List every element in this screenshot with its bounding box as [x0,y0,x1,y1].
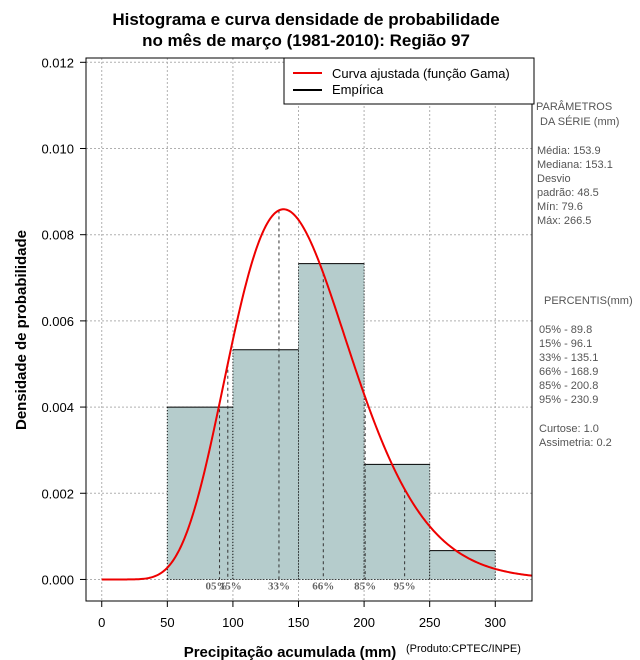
y-tick-label: 0.002 [41,486,74,501]
percentil-15: 15% - 96.1 [539,338,592,350]
x-tick-label: 300 [484,615,506,630]
percentil-85: 85% - 200.8 [539,380,598,392]
x-tick-label: 0 [98,615,105,630]
y-tick-label: 0.010 [41,142,74,157]
legend: Curva ajustada (função Gama) Empírica [283,57,535,105]
legend-box [283,57,535,105]
percentil-05: 05% - 89.8 [539,324,592,336]
credit-text: (Produto:CPTEC/INPE) [406,643,521,655]
y-axis: 0.000 0.002 0.004 0.006 0.008 0.010 0.012 [41,55,86,587]
x-tick-label: 100 [222,615,244,630]
percentile-label: 95% [394,580,416,592]
percentil-33: 33% - 135.1 [539,352,598,364]
histogram-bar [298,263,365,580]
percentil-95: 95% - 230.9 [539,394,598,406]
legend-label-empirical: Empírica [332,82,384,97]
histogram-bar [232,349,299,580]
histogram-bars [166,263,496,580]
x-axis-label: Precipitação acumulada (mm) [184,644,397,660]
y-tick-label: 0.008 [41,228,74,243]
y-tick-label: 0.006 [41,314,74,329]
params-title-2: DA SÉRIE (mm) [540,115,619,128]
y-tick-label: 0.000 [41,572,74,587]
y-axis-label: Densidade de probabilidade [13,230,30,430]
percentile-label: 66% [312,580,334,592]
histogram-bar [364,464,430,580]
stat-media: Média: 153.9 [537,145,601,157]
x-tick-label: 250 [419,615,441,630]
x-tick-label: 200 [353,615,375,630]
chart-title-line2: no mês de março (1981-2010): Região 97 [142,31,470,50]
stat-curtose: Curtose: 1.0 [539,423,599,435]
params-title-1: PARÂMETROS [536,100,612,113]
percentile-label: 85% [354,580,376,592]
stat-max: Máx: 266.5 [537,215,591,227]
percentile-label: 05% [206,580,228,592]
stat-min: Mín: 79.6 [537,201,583,213]
statistics-panel: PARÂMETROS DA SÉRIE (mm) Média: 153.9 Me… [536,100,633,449]
percentile-label: 15% [220,580,242,592]
gamma-curve-line [101,208,533,581]
stat-assimetria: Assimetria: 0.2 [539,437,612,449]
chart-title-line1: Histograma e curva densidade de probabil… [112,10,499,29]
percentile-lines [219,210,406,580]
legend-label-gamma: Curva ajustada (função Gama) [332,66,510,81]
percentile-label: 33% [268,580,290,592]
stat-desvio-2: padrão: 48.5 [537,187,599,199]
x-tick-label: 50 [160,615,174,630]
stat-desvio-1: Desvio [537,173,571,185]
percentil-66: 66% - 168.9 [539,366,598,378]
x-tick-label: 150 [288,615,310,630]
x-axis: 0 50 100 150 200 250 300 [98,601,506,630]
y-tick-label: 0.012 [41,55,74,70]
stat-mediana: Mediana: 153.1 [537,159,613,171]
percentile-labels: 05%15% 33% 66% 85% 95% [206,580,416,592]
percentis-title: PERCENTIS(mm) [544,295,633,307]
y-tick-label: 0.004 [41,400,74,415]
